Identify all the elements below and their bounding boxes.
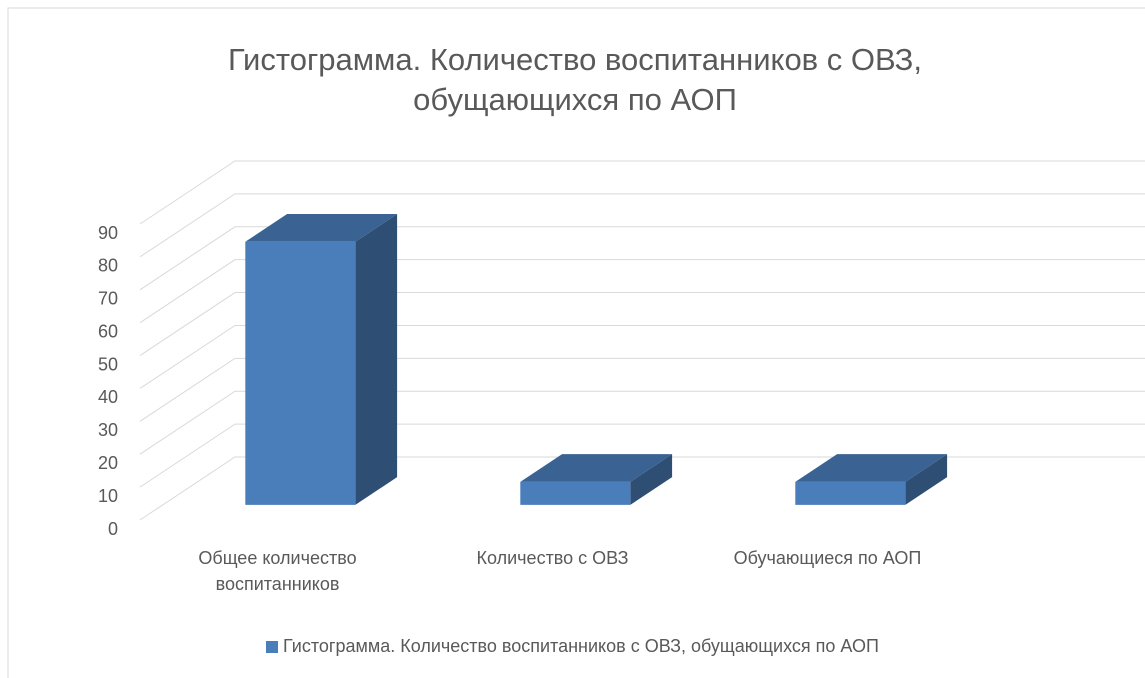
bar-front bbox=[795, 481, 906, 505]
x-tick-label: Количество с ОВЗ bbox=[476, 548, 629, 568]
bar-top bbox=[245, 214, 398, 242]
grid-line bbox=[139, 226, 1145, 291]
y-tick-label: 60 bbox=[98, 321, 118, 341]
grid-line bbox=[139, 193, 1145, 258]
y-tick-label: 30 bbox=[98, 420, 118, 440]
x-tick-label: Обучающиеся по АОП bbox=[733, 548, 922, 568]
x-tick-label: Общее количество воспитанников bbox=[198, 548, 357, 594]
bar bbox=[795, 454, 948, 505]
bar-side bbox=[905, 454, 948, 505]
y-tick-label: 10 bbox=[98, 486, 118, 506]
bar-top bbox=[520, 454, 673, 482]
bar bbox=[520, 454, 673, 505]
y-tick-label: 80 bbox=[98, 256, 118, 276]
y-tick-label: 50 bbox=[98, 354, 118, 374]
bar-top bbox=[795, 454, 948, 482]
legend-swatch bbox=[266, 641, 279, 653]
y-tick-label: 20 bbox=[98, 453, 118, 473]
y-tick-label: 70 bbox=[98, 289, 118, 309]
bar-front bbox=[520, 481, 631, 505]
grid-line bbox=[139, 390, 1145, 455]
y-tick-label: 90 bbox=[98, 223, 118, 243]
y-tick-label: 40 bbox=[98, 387, 118, 407]
bar-side bbox=[355, 214, 398, 505]
legend: Гистограмма. Количество воспитанников с … bbox=[0, 636, 1145, 657]
legend-label: Гистограмма. Количество воспитанников с … bbox=[283, 636, 879, 656]
grid-line bbox=[139, 160, 1145, 225]
bar-side bbox=[630, 454, 673, 505]
grid-line bbox=[139, 357, 1145, 422]
grid-line bbox=[139, 292, 1145, 356]
chart-border bbox=[7, 7, 1145, 678]
bar bbox=[245, 214, 398, 505]
chart-title: Гистограмма. Количество воспитанников с … bbox=[228, 42, 922, 117]
grid-line bbox=[139, 324, 1145, 389]
grid-line bbox=[139, 259, 1145, 324]
y-tick-label: 0 bbox=[108, 519, 118, 539]
bar-front bbox=[245, 241, 356, 505]
grid-line bbox=[139, 423, 1145, 488]
